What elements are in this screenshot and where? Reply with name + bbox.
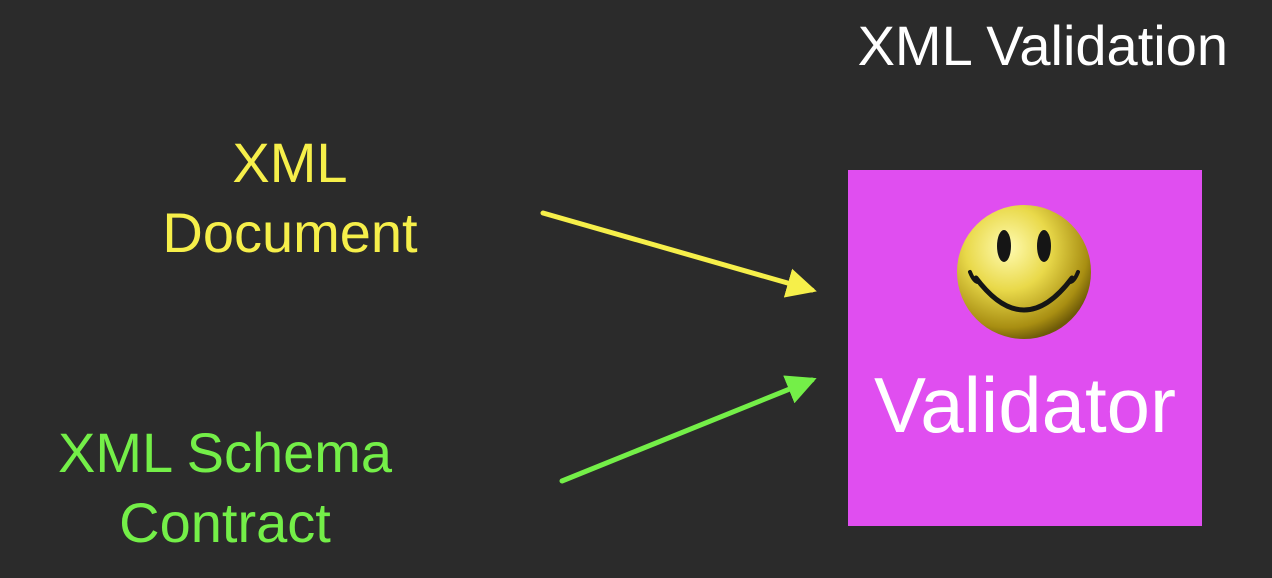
xml-document-label-line1: XML	[232, 131, 348, 194]
schema-arrow	[559, 375, 817, 484]
document-arrow	[540, 210, 817, 298]
xml-document-label-line2: Document	[162, 201, 418, 264]
validator-box: Validator	[848, 170, 1202, 526]
xml-schema-label-line2: Contract	[119, 491, 331, 554]
validator-label: Validator	[873, 361, 1177, 449]
slide-title: XML Validation	[857, 14, 1228, 77]
smiley-face-icon	[957, 205, 1091, 339]
xml-schema-label: XML Schema Contract	[20, 418, 430, 558]
xml-schema-label-line1: XML Schema	[57, 421, 393, 484]
xml-document-label: XML Document	[140, 128, 440, 268]
